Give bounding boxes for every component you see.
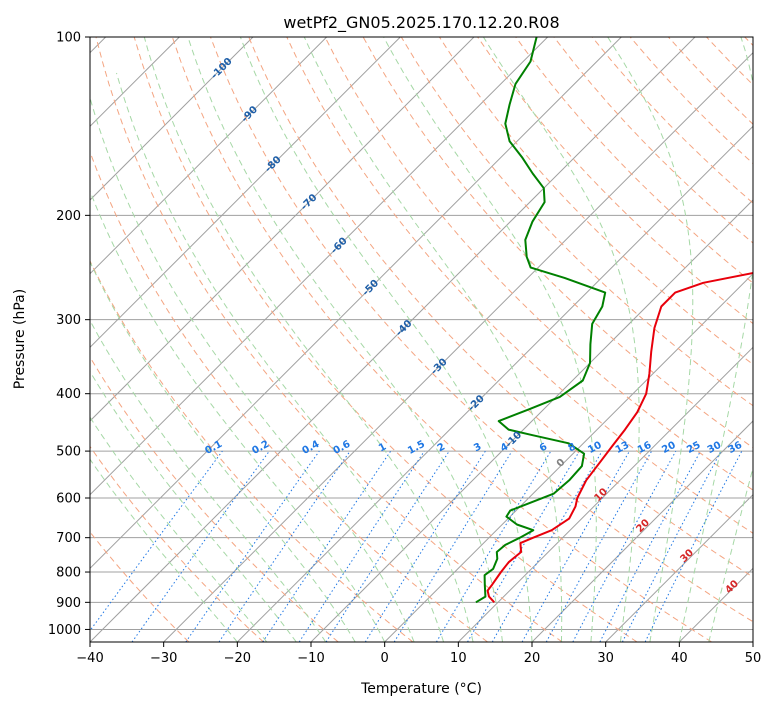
x-tick-label: −10 [297,651,324,666]
mixing-ratio-line [131,450,270,642]
dry-adiabat [210,37,753,623]
mixing-ratio-line [521,450,630,642]
isotherm-line [531,420,753,642]
mixing-ratio-label: 6 [538,441,549,454]
moist-adiabat [482,37,640,642]
y-tick-label: 300 [56,313,81,328]
moist-adiabat [678,37,753,642]
moist-adiabat [708,466,753,642]
dry-adiabat [286,37,753,534]
moist-adiabat [383,37,597,642]
dewpoint-profile [475,37,607,604]
isotherm-line [90,37,696,642]
y-tick-label: 800 [56,566,81,581]
mixing-ratio-line [572,450,677,642]
dry-adiabat [95,37,563,642]
moist-adiabat [187,37,503,642]
y-tick-label: 1000 [48,623,81,638]
x-axis-label: Temperature (°C) [360,681,482,697]
y-axis-label: Pressure (hPa) [12,289,28,389]
dry-adiabat [90,445,264,642]
moist-adiabat [90,96,415,642]
mixing-ratio-line [325,450,450,642]
mixing-ratio-line [644,450,743,642]
isotherm-line [90,37,401,349]
moist-adiabat [607,37,694,642]
x-tick-label: 50 [745,651,762,666]
dry-adiabat [90,259,414,642]
moist-adiabat [143,37,474,642]
y-tick-label: 200 [56,209,81,224]
y-tick-label: 900 [56,596,81,611]
x-tick-label: −30 [150,651,177,666]
x-tick-label: 0 [381,651,389,666]
mixing-ratio-label: 8 [567,441,578,454]
isotherm-line [90,37,475,422]
mixing-ratio-line [218,450,351,642]
mixing-ratio-line [90,450,223,632]
moist-adiabat [116,72,445,642]
moist-adiabat [90,458,238,642]
profile-layer [475,37,753,604]
x-tick-label: 20 [524,651,541,666]
isotherm-line [163,51,753,642]
x-tick-label: 40 [671,651,688,666]
moist-adiabat [303,37,563,642]
isotherm-line [90,37,622,570]
mixing-ratio-label: 1 [377,441,388,454]
grid-layer [90,37,753,642]
isotherm-line [90,37,254,201]
dry-adiabat [133,37,638,642]
isotherm-line [605,493,753,642]
chart-title: wetPf2_GN05.2025.170.12.20.R08 [283,13,559,33]
isotherm-line [90,37,549,496]
dry-adiabat [515,37,753,284]
plot-frame [89,36,754,643]
x-tick-label: −20 [224,651,251,666]
moist-adiabat [90,260,356,642]
y-tick-label: 100 [56,31,81,46]
mixing-ratio-line [545,450,653,642]
mixing-ratio-line [262,450,392,642]
dry-adiabat [248,37,753,578]
isotherm-line [90,37,328,275]
mixing-ratio-label: 2 [436,441,447,454]
dry-adiabat [171,37,712,642]
y-tick-label: 700 [56,531,81,546]
y-tick-label: 500 [56,445,81,460]
x-tick-label: 30 [597,651,614,666]
mixing-ratio-line [393,450,513,642]
mixing-ratio-line [298,450,425,642]
mixing-ratio-line [185,450,320,642]
isotherm-line [384,272,753,642]
y-tick-label: 600 [56,492,81,507]
isotherm-line [236,125,753,642]
mixing-ratio-label: 3 [472,441,483,454]
x-tick-label: 10 [450,651,467,666]
dry-adiabat [90,356,339,642]
mixing-ratio-label: 4 [499,441,510,454]
moist-adiabat [239,37,533,642]
moist-adiabat [90,189,386,642]
temperature-profile [486,271,753,603]
x-tick-label: −40 [76,651,103,666]
axes: −40 −30 −20 −10 0 10 20 30 40 50 100 200 300 400 500 60… [48,31,761,667]
y-tick-label: 400 [56,387,81,402]
